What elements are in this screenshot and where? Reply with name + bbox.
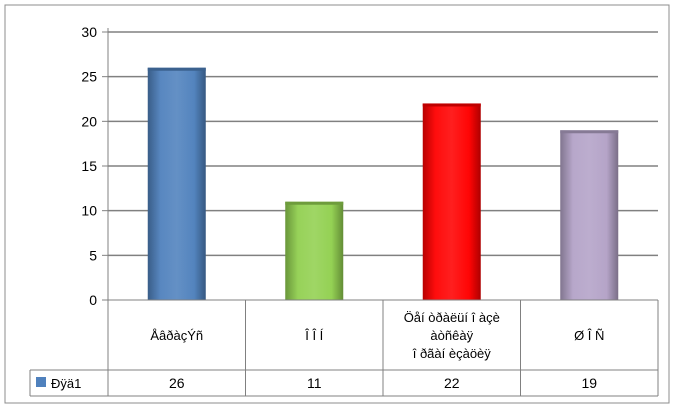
x-category-label: Öåí òðàëüí î àçè	[404, 310, 500, 325]
table-value-cell: 22	[444, 375, 460, 391]
data-table: ÅâðàçÝñ Î Î Í Öåí òðàëüí î àçè àòñêàÿ î ðãàí…	[29, 299, 659, 397]
series-name-label: Ðÿä1	[51, 376, 81, 391]
x-category-label: àòñêàÿ	[430, 328, 473, 343]
y-tick-label: 25	[81, 69, 97, 85]
table-value-cell: 26	[169, 375, 185, 391]
bar	[560, 130, 619, 300]
y-tick-label: 30	[81, 24, 97, 40]
x-category-label: ÅâðàçÝñ	[150, 328, 203, 343]
bar	[285, 201, 344, 300]
bar-cap	[422, 103, 481, 107]
bars	[147, 67, 619, 300]
y-tick-label: 5	[89, 247, 97, 263]
y-tick-label: 15	[81, 158, 97, 174]
y-tick-label: 0	[89, 292, 97, 308]
legend-key-swatch	[36, 377, 46, 387]
bar	[422, 103, 481, 300]
x-category-label: Ø Î Ñ	[574, 328, 604, 343]
bar	[147, 67, 206, 300]
x-category-label: î ðãàí èçàöèÿ	[412, 346, 492, 361]
table-value-cell: 19	[581, 375, 597, 391]
axes: 0 5 10 15 20 25 30	[81, 24, 109, 396]
bar-cap	[560, 130, 619, 134]
y-tick-label: 10	[81, 203, 97, 219]
bar-cap	[147, 67, 206, 71]
bar-cap	[285, 201, 344, 205]
x-category-label: Î Î Í	[304, 328, 323, 343]
table-value-cell: 11	[307, 375, 322, 391]
y-tick-label: 20	[81, 113, 97, 129]
